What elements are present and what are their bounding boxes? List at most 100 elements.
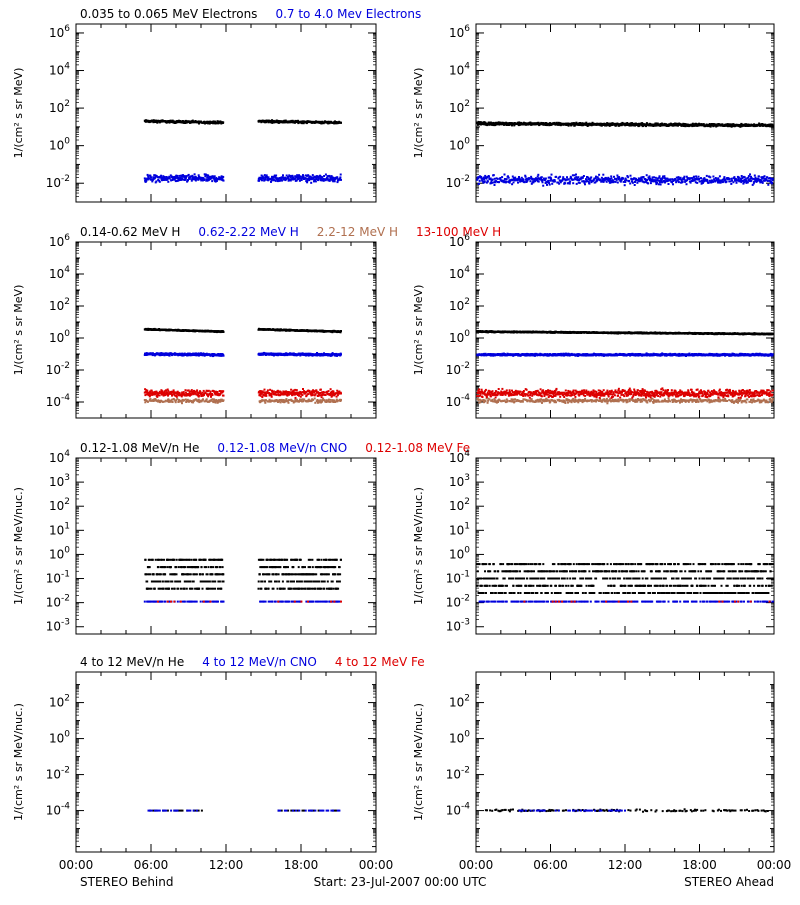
data-point bbox=[732, 181, 734, 183]
data-point bbox=[754, 175, 756, 177]
data-point bbox=[616, 179, 618, 181]
panel-title-part: 0.62-2.22 MeV H bbox=[198, 225, 298, 239]
y-tick-label: 10-2 bbox=[46, 361, 70, 377]
data-point bbox=[210, 391, 212, 393]
plot-frame bbox=[476, 24, 774, 202]
data-point bbox=[203, 178, 205, 180]
data-point bbox=[175, 401, 177, 403]
data-point bbox=[167, 181, 169, 183]
data-point bbox=[497, 178, 499, 180]
data-point bbox=[649, 175, 651, 177]
data-point bbox=[659, 175, 661, 177]
data-point bbox=[545, 178, 547, 180]
data-point bbox=[340, 399, 342, 401]
data-point bbox=[258, 180, 260, 182]
data-point bbox=[334, 180, 336, 182]
data-point bbox=[564, 182, 566, 184]
data-point bbox=[554, 180, 556, 182]
data-point bbox=[576, 183, 578, 185]
series-black bbox=[144, 119, 342, 124]
data-point bbox=[646, 174, 648, 176]
data-point bbox=[636, 182, 638, 184]
data-point bbox=[708, 182, 710, 184]
data-point bbox=[159, 181, 161, 183]
data-point bbox=[146, 390, 148, 392]
data-point bbox=[583, 175, 585, 177]
data-point bbox=[610, 175, 612, 177]
data-point bbox=[579, 182, 581, 184]
data-point bbox=[683, 176, 685, 178]
data-point bbox=[518, 176, 520, 178]
data-point bbox=[501, 176, 503, 178]
data-point bbox=[484, 180, 486, 182]
data-point bbox=[546, 184, 548, 186]
series-blue bbox=[144, 173, 342, 184]
data-point bbox=[582, 177, 584, 179]
data-point bbox=[264, 389, 266, 391]
data-point bbox=[173, 389, 175, 391]
data-point bbox=[181, 402, 183, 404]
data-point bbox=[762, 182, 764, 184]
data-point bbox=[282, 174, 284, 176]
data-point bbox=[179, 175, 181, 177]
data-point bbox=[627, 176, 629, 178]
data-point bbox=[222, 390, 224, 392]
data-point bbox=[658, 183, 660, 185]
data-point bbox=[498, 181, 500, 183]
data-point bbox=[223, 180, 225, 182]
y-tick-label: 10-2 bbox=[446, 174, 470, 190]
data-point bbox=[176, 175, 178, 177]
data-point bbox=[611, 177, 613, 179]
data-point bbox=[194, 173, 196, 175]
data-point bbox=[265, 395, 267, 397]
y-axis-label: 1/(cm² s sr MeV) bbox=[412, 68, 425, 159]
data-point bbox=[672, 183, 674, 185]
data-point bbox=[523, 179, 525, 181]
data-point bbox=[310, 182, 312, 184]
data-point bbox=[525, 176, 527, 178]
data-point bbox=[622, 178, 624, 180]
data-point bbox=[541, 176, 543, 178]
data-point bbox=[680, 177, 682, 179]
data-point bbox=[575, 174, 577, 176]
data-point bbox=[643, 176, 645, 178]
data-point bbox=[731, 178, 733, 180]
data-point bbox=[524, 181, 526, 183]
data-point bbox=[709, 176, 711, 178]
data-point bbox=[723, 176, 725, 178]
data-point bbox=[484, 175, 486, 177]
data-point bbox=[569, 183, 571, 185]
data-point bbox=[312, 174, 314, 176]
data-point bbox=[208, 390, 210, 392]
data-point bbox=[269, 389, 271, 391]
data-point bbox=[329, 401, 331, 403]
data-point bbox=[712, 176, 714, 178]
data-point bbox=[549, 184, 551, 186]
data-point bbox=[706, 175, 708, 177]
data-point bbox=[212, 394, 214, 396]
data-point bbox=[494, 184, 496, 186]
data-point bbox=[551, 183, 553, 185]
series-brown bbox=[144, 398, 342, 405]
data-point bbox=[491, 182, 493, 184]
data-point bbox=[492, 179, 494, 181]
data-point bbox=[682, 181, 684, 183]
y-tick-label: 10-2 bbox=[46, 174, 70, 190]
data-point bbox=[264, 402, 266, 404]
y-axis-label: 1/(cm² s sr MeV) bbox=[12, 285, 25, 376]
data-point bbox=[223, 399, 225, 401]
data-point bbox=[772, 178, 774, 180]
y-tick-label: 106 bbox=[49, 24, 70, 40]
data-point bbox=[340, 330, 342, 332]
data-point bbox=[537, 176, 539, 178]
data-point bbox=[176, 396, 178, 398]
data-point bbox=[750, 180, 752, 182]
data-point bbox=[276, 394, 278, 396]
data-point bbox=[655, 177, 657, 179]
data-point bbox=[772, 125, 774, 127]
data-point bbox=[617, 182, 619, 184]
data-point bbox=[487, 181, 489, 183]
